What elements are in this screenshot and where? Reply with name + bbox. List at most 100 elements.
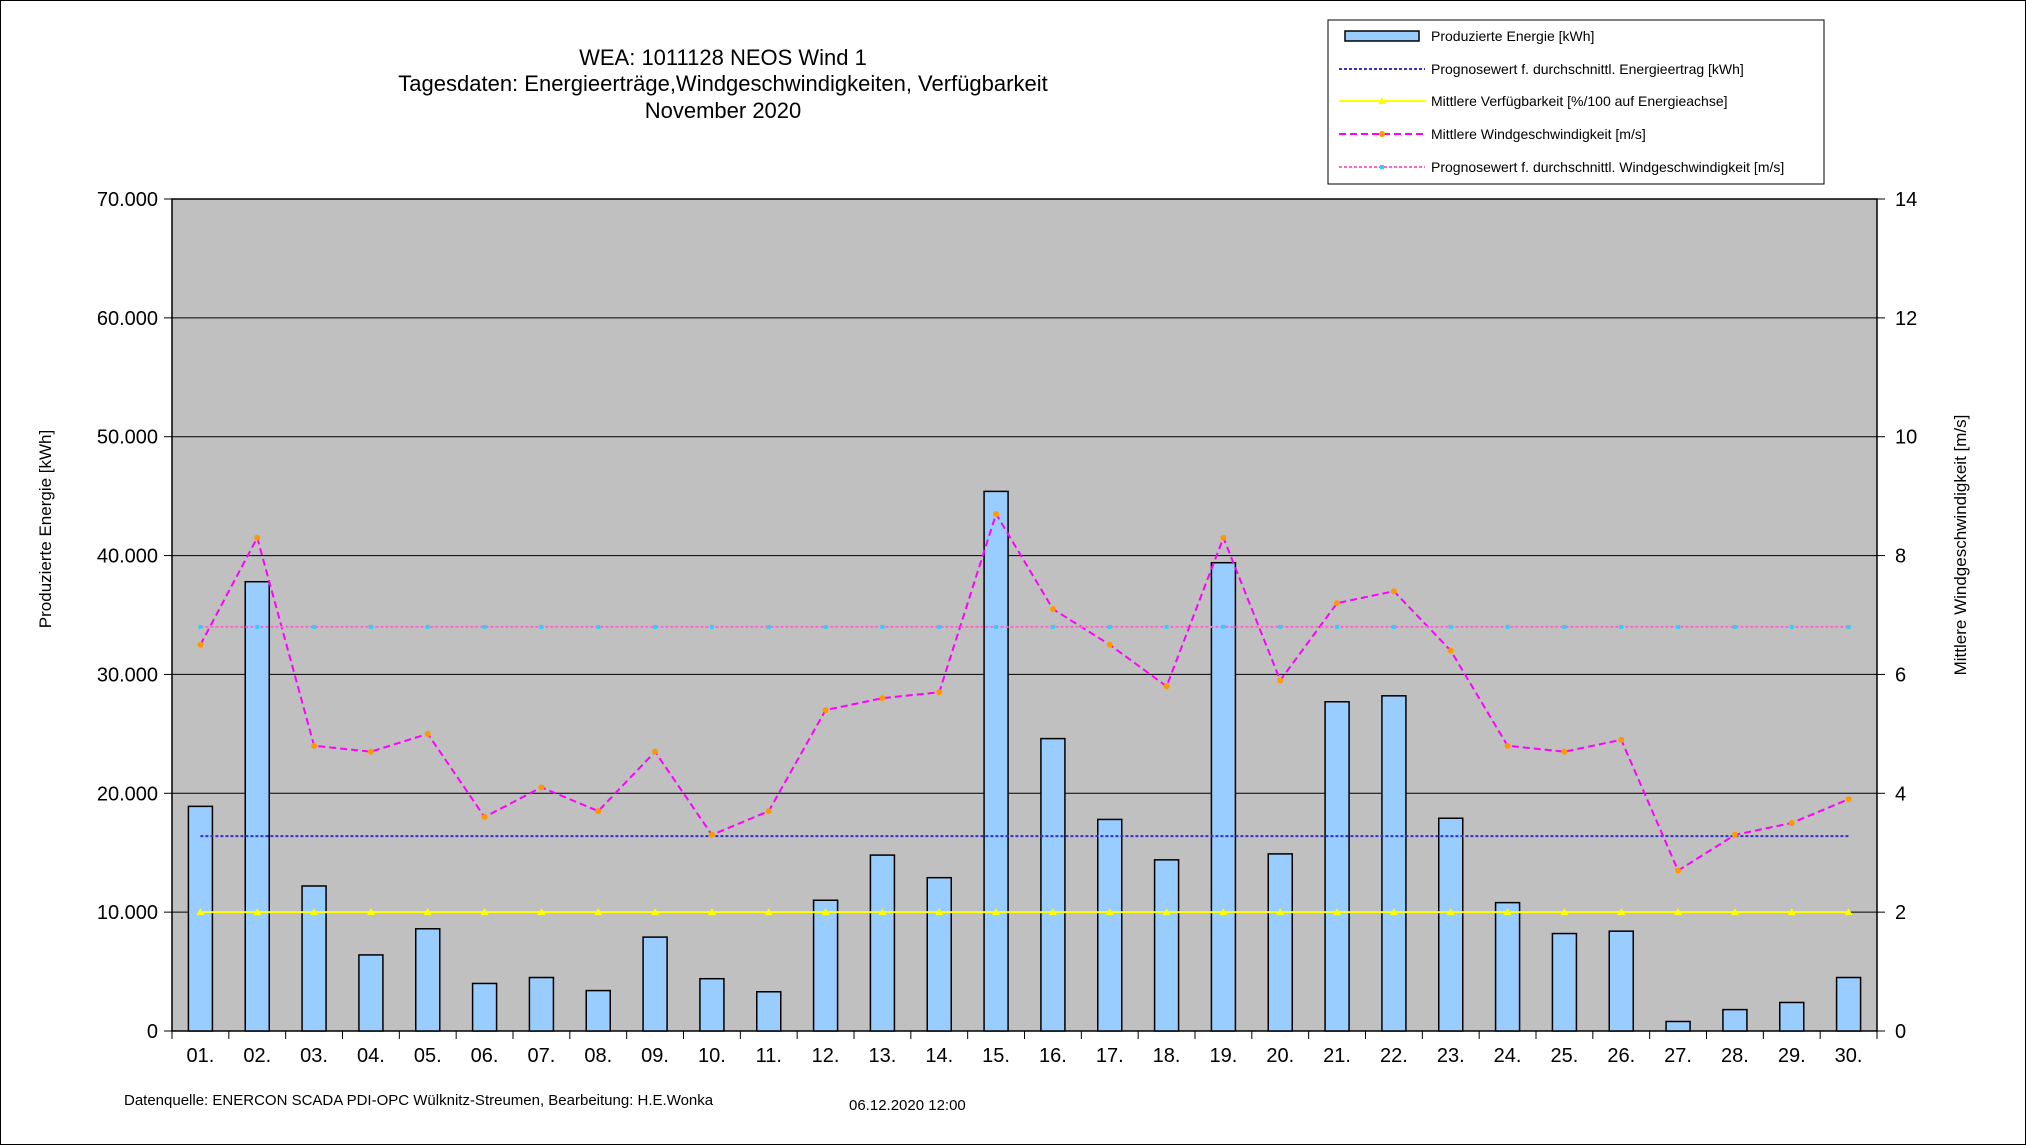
x-tick-label: 20. [1266, 1045, 1294, 1067]
chart-title-line: November 2020 [645, 98, 802, 123]
x-tick-label: 23. [1437, 1045, 1465, 1067]
availability-marker [253, 908, 262, 916]
x-tick-label: 03. [300, 1045, 328, 1067]
wind-forecast-marker [1619, 624, 1624, 629]
x-tick-label: 13. [869, 1045, 897, 1067]
x-tick-label: 19. [1210, 1045, 1238, 1067]
wind-speed-marker [1788, 820, 1795, 826]
wind-speed-marker [1447, 647, 1454, 654]
energy-bar [1040, 737, 1066, 1032]
energy-bar [301, 885, 327, 1032]
x-tick-label: 12. [812, 1045, 840, 1067]
x-tick-label: 28. [1721, 1045, 1749, 1067]
x-tick-label: 02. [243, 1045, 271, 1067]
legend-swatch-energy [1344, 30, 1420, 42]
wind-speed-marker [1504, 742, 1511, 749]
availability-marker [992, 908, 1001, 916]
right-axis-label: Mittlere Windgeschwindigkeit [m/s] [1951, 415, 1970, 676]
x-tick-label: 08. [584, 1045, 612, 1067]
availability-marker [935, 908, 944, 916]
energy-bar [983, 490, 1009, 1032]
availability-marker [764, 908, 773, 916]
legend-entry-label: Prognosewert f. durchschnittl. Energieer… [1431, 61, 1744, 77]
left-tick-label: 0 [147, 1021, 158, 1043]
energy-bar [1097, 818, 1123, 1032]
availability-marker [1560, 908, 1569, 916]
wind-speed-marker [1106, 641, 1113, 648]
energy-bar [585, 989, 611, 1032]
legend-swatch-marker [1380, 165, 1384, 169]
wind-speed-marker [1049, 606, 1056, 613]
energy-bar [1494, 901, 1521, 1032]
availability-marker [310, 908, 319, 916]
wind-speed-marker [708, 831, 715, 838]
availability-marker [423, 908, 432, 916]
wind-speed-line [199, 511, 1849, 873]
energy-bar [926, 876, 952, 1032]
energy-bar [869, 854, 896, 1032]
right-tick-label: 6 [1895, 664, 1906, 686]
wind-forecast-marker [1505, 624, 1510, 629]
wind-forecast-marker [1391, 624, 1396, 629]
legend-entry-label: Mittlere Verfügbarkeit [%/100 auf Energi… [1431, 93, 1728, 109]
availability-marker [594, 908, 603, 916]
energy-bar [528, 976, 555, 1032]
wind-forecast-marker [1846, 624, 1851, 629]
wind-speed-marker [879, 695, 886, 702]
availability-marker [480, 908, 489, 916]
availability-marker [1730, 908, 1739, 916]
right-tick-label: 8 [1895, 546, 1906, 568]
wind-speed-marker [822, 707, 829, 714]
wind-speed-marker [311, 742, 318, 749]
energy-bar [1722, 1008, 1748, 1032]
availability-marker [707, 908, 716, 916]
availability-marker [1503, 908, 1512, 916]
wind-forecast-marker [425, 624, 430, 629]
right-tick-label: 12 [1895, 308, 1917, 330]
wind-forecast-marker [1732, 624, 1737, 629]
availability-marker [821, 908, 830, 916]
left-tick-label: 20.000 [97, 783, 158, 805]
wind-forecast-marker [1107, 624, 1112, 629]
x-tick-label: 15. [982, 1045, 1010, 1067]
availability-marker [366, 908, 375, 916]
availability-marker [651, 908, 660, 916]
wind-speed-marker [1220, 534, 1227, 541]
energy-bar [699, 977, 725, 1032]
x-tick-label: 29. [1778, 1045, 1806, 1067]
left-tick-label: 50.000 [97, 427, 158, 449]
plot-area [171, 198, 1878, 1032]
x-tick-label: 27. [1664, 1045, 1692, 1067]
wind-forecast-marker [1278, 624, 1283, 629]
wind-forecast-marker [1676, 624, 1681, 629]
wind-forecast-marker [1221, 624, 1226, 629]
wind-forecast-marker [994, 624, 999, 629]
availability-marker [1389, 908, 1398, 916]
wind-speed-marker [652, 748, 659, 755]
x-tick-label: 09. [641, 1045, 669, 1067]
x-tick-label: 11. [756, 1045, 782, 1067]
wind-speed-marker [595, 808, 602, 815]
wind-speed-marker [765, 808, 772, 815]
wind-forecast-marker [823, 624, 828, 629]
wind-forecast-marker [596, 624, 601, 629]
energy-bar [812, 899, 839, 1032]
legend-swatch-marker [1379, 131, 1385, 137]
energy-bar [756, 991, 782, 1032]
energy-bar [1381, 695, 1407, 1032]
availability-marker [537, 908, 546, 916]
availability-marker [1105, 908, 1114, 916]
energy-bar [1608, 930, 1634, 1032]
wind-speed-marker [367, 748, 374, 755]
wind-speed-marker [1390, 588, 1397, 595]
availability-marker [1844, 908, 1853, 916]
legend-swatch-marker [1378, 97, 1386, 104]
legend-entry-label: Produzierte Energie [kWh] [1431, 28, 1594, 44]
wind-forecast-marker [198, 624, 203, 629]
wind-speed-marker [1277, 677, 1284, 684]
wind-speed-marker [481, 814, 488, 821]
wind-forecast-marker [1562, 624, 1567, 629]
wind-forecast-marker [482, 624, 487, 629]
wind-speed-marker [424, 730, 431, 737]
